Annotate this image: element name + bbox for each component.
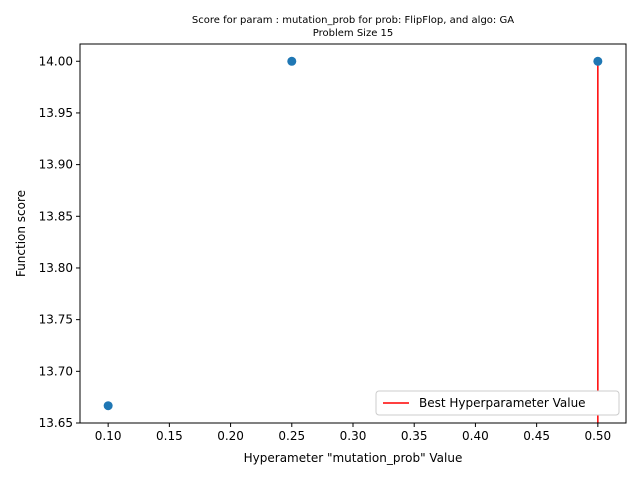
plot-marks [103, 56, 603, 423]
legend-label-best: Best Hyperparameter Value [419, 396, 586, 410]
chart-subtitle: Problem Size 15 [313, 28, 394, 39]
legend-box [375, 390, 620, 416]
x-tick-label: 0.40 [462, 429, 489, 443]
x-tick-label: 0.30 [340, 429, 367, 443]
x-tick-label: 0.25 [278, 429, 305, 443]
y-tick-label: 13.90 [39, 158, 73, 172]
y-tick-label: 13.80 [39, 261, 73, 275]
x-tick-label: 0.15 [156, 429, 183, 443]
scatter-point [593, 56, 603, 66]
plot-frame [79, 43, 627, 424]
x-tick-label: 0.35 [401, 429, 428, 443]
y-tick-label: 13.85 [39, 209, 73, 223]
legend: Best Hyperparameter Value [375, 390, 620, 416]
scatter-point [287, 56, 297, 66]
x-tick-label: 0.50 [584, 429, 611, 443]
axis-ticks: 0.10 0.15 0.20 0.25 0.30 0.35 0.40 0.45 0.50 13.6… [39, 54, 612, 443]
y-tick-label: 13.75 [39, 313, 73, 327]
y-axis-label: Function score [14, 190, 28, 277]
chart-title: Score for param : mutation_prob for prob… [192, 15, 514, 26]
y-tick-label: 13.65 [39, 416, 73, 430]
y-tick-label: 14.00 [39, 54, 73, 68]
x-tick-label: 0.20 [217, 429, 244, 443]
y-tick-label: 13.95 [39, 106, 73, 120]
y-tick-label: 13.70 [39, 364, 73, 378]
scatter-point [103, 401, 113, 411]
x-axis-label: Hyperameter "mutation_prob" Value [244, 451, 463, 465]
x-tick-label: 0.45 [523, 429, 550, 443]
x-tick-label: 0.10 [95, 429, 122, 443]
